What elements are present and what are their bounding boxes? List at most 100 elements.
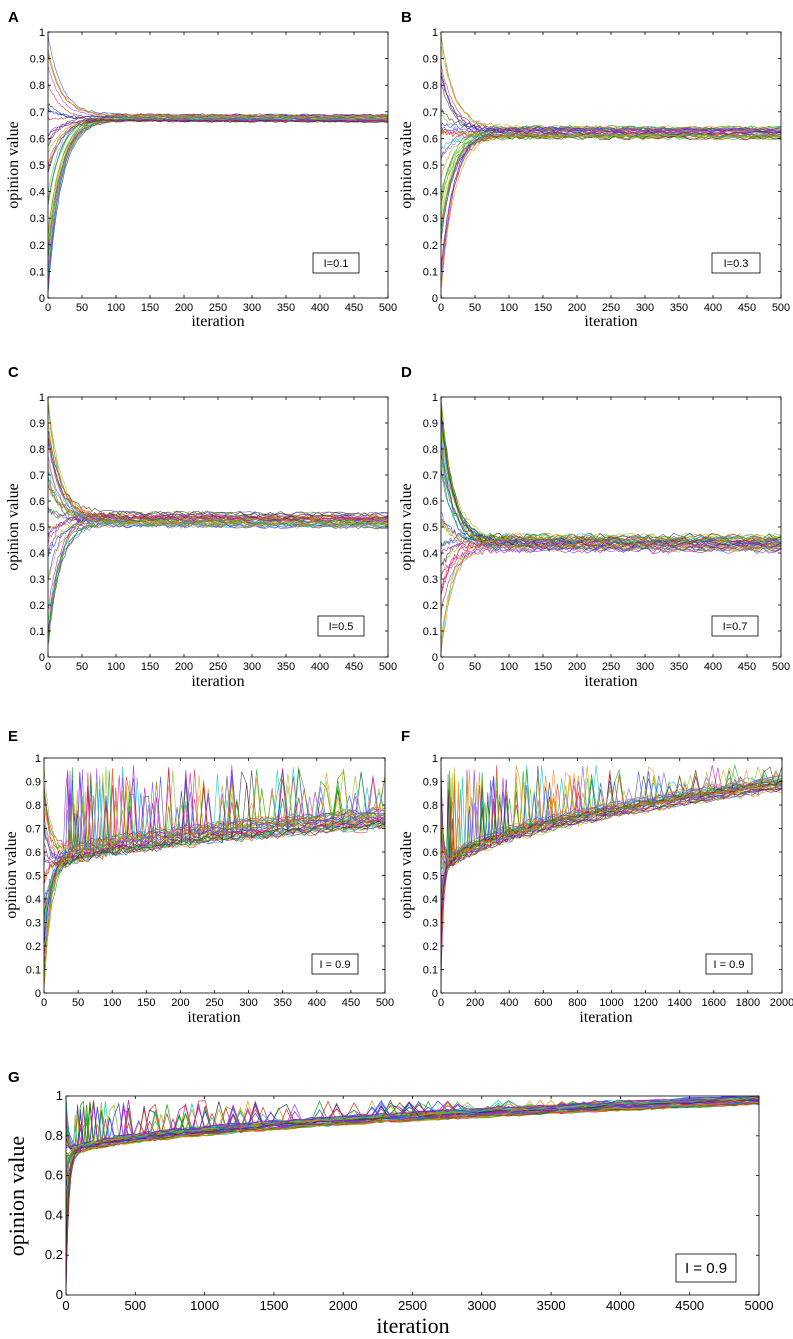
series-line-f	[441, 778, 782, 923]
x-tick-label-c: 300	[243, 661, 261, 673]
series-line-d	[441, 447, 781, 546]
y-tick-label-g: 0.2	[45, 1247, 63, 1262]
series-group-b	[441, 32, 781, 291]
series-line-a	[48, 117, 388, 232]
y-tick-label-f: 0.6	[423, 847, 438, 859]
y-tick-label-e: 0.9	[26, 777, 41, 789]
x-tick-label-e: 400	[308, 997, 326, 1009]
x-tick-label-c: 150	[141, 661, 159, 673]
series-line-c	[48, 438, 388, 520]
y-tick-label-c: 0.3	[30, 574, 45, 586]
series-line-e	[44, 776, 385, 866]
panel-letter-f: F	[401, 728, 410, 745]
panel-e: E 0 50 100 150 200 250 300 350 400 450 50000.10.20…	[3, 728, 394, 1026]
series-line-d	[441, 459, 781, 544]
series-line-a	[48, 102, 388, 124]
x-tick-label-g: 2000	[329, 1298, 358, 1313]
series-line-e	[44, 766, 385, 951]
series-line-a	[48, 113, 388, 206]
series-line-b	[441, 129, 781, 230]
series-line-c	[48, 510, 388, 633]
series-line-d	[441, 416, 781, 546]
y-tick-label-b: 0.9	[423, 54, 438, 66]
x-tick-label-b: 200	[568, 302, 586, 314]
y-tick-label-e: 1	[35, 753, 41, 765]
x-axis-label-g: iteration	[376, 1313, 449, 1338]
y-tick-label-d: 0.8	[423, 444, 438, 456]
y-tick-label-a: 0	[39, 293, 45, 305]
series-line-g	[66, 1099, 759, 1245]
x-tick-label-e: 350	[274, 997, 292, 1009]
y-tick-label-g: 0.4	[45, 1207, 63, 1222]
panel-d: D 0 50 100 150 200 250 300 350 400 450 50000.10.20…	[398, 364, 790, 690]
y-tick-label-g: 0.6	[45, 1168, 63, 1183]
series-line-e	[44, 766, 385, 903]
series-line-b	[441, 133, 781, 228]
x-tick-label-e: 150	[137, 997, 155, 1009]
y-tick-label-c: 1	[39, 392, 45, 404]
series-line-a	[48, 119, 388, 251]
y-tick-label-d: 0.3	[423, 574, 438, 586]
series-line-b	[441, 131, 781, 276]
series-line-b	[441, 126, 781, 133]
x-axis-label-b: iteration	[584, 313, 637, 330]
series-line-c	[48, 421, 388, 521]
y-tick-label-b: 0	[432, 293, 438, 305]
series-line-g	[66, 1101, 759, 1153]
x-tick-label-b: 350	[670, 302, 688, 314]
series-line-d	[441, 397, 781, 551]
y-axis-label-c: opinion value	[5, 483, 22, 571]
panel-letter-c: C	[8, 364, 19, 381]
x-tick-label-b: 450	[738, 302, 756, 314]
series-line-c	[48, 440, 388, 521]
series-line-g	[66, 1098, 759, 1173]
y-tick-label-g: 0	[56, 1287, 63, 1302]
x-tick-label-c: 400	[311, 661, 329, 673]
series-line-e	[44, 769, 385, 865]
series-line-e	[44, 773, 385, 849]
series-line-d	[441, 454, 781, 547]
y-tick-label-d: 0.6	[423, 496, 438, 508]
series-line-d	[441, 545, 781, 618]
y-tick-label-e: 0.7	[26, 824, 41, 836]
series-line-b	[441, 133, 781, 194]
y-tick-label-e: 0.8	[26, 800, 41, 812]
series-line-g	[66, 1096, 759, 1149]
series-line-g	[66, 1096, 759, 1149]
series-line-f	[441, 769, 782, 972]
series-group-c	[48, 400, 388, 646]
x-tick-label-c: 250	[209, 661, 227, 673]
x-tick-label-g: 0	[62, 1298, 69, 1313]
x-tick-label-e: 450	[342, 997, 360, 1009]
y-tick-label-c: 0.6	[30, 496, 45, 508]
y-tick-label-f: 0.5	[423, 871, 438, 883]
y-tick-label-d: 1	[432, 392, 438, 404]
y-tick-label-c: 0.8	[30, 444, 45, 456]
x-tick-label-g: 4000	[606, 1298, 635, 1313]
x-tick-label-f: 600	[534, 997, 552, 1009]
y-axis-label-b: opinion value	[398, 121, 415, 209]
x-tick-label-b: 500	[772, 302, 790, 314]
x-tick-label-a: 0	[45, 302, 51, 314]
series-line-b	[441, 133, 781, 217]
x-tick-label-a: 300	[243, 302, 261, 314]
series-line-b	[441, 69, 781, 141]
legend-box-g	[675, 1253, 737, 1283]
y-axis-label-d: opinion value	[398, 483, 415, 571]
x-tick-label-d: 500	[772, 661, 790, 673]
panel-letter-g: G	[8, 1069, 20, 1086]
y-tick-label-b: 0.6	[423, 133, 438, 145]
series-line-b	[441, 37, 781, 133]
x-tick-label-d: 400	[704, 661, 722, 673]
series-line-a	[48, 118, 388, 173]
x-tick-label-a: 400	[311, 302, 329, 314]
plot-g: 0 500 1000 1500 2000 2500 3000 3500 4000 4500 5000…	[45, 1088, 774, 1313]
y-tick-label-f: 0.9	[423, 777, 438, 789]
series-line-f	[441, 774, 782, 882]
x-tick-label-e: 500	[376, 997, 394, 1009]
legend-box-b	[711, 252, 761, 274]
y-tick-label-b: 0.2	[423, 240, 438, 252]
legend-box-e	[311, 953, 359, 975]
x-tick-label-a: 50	[76, 302, 88, 314]
x-tick-label-c: 350	[277, 661, 295, 673]
